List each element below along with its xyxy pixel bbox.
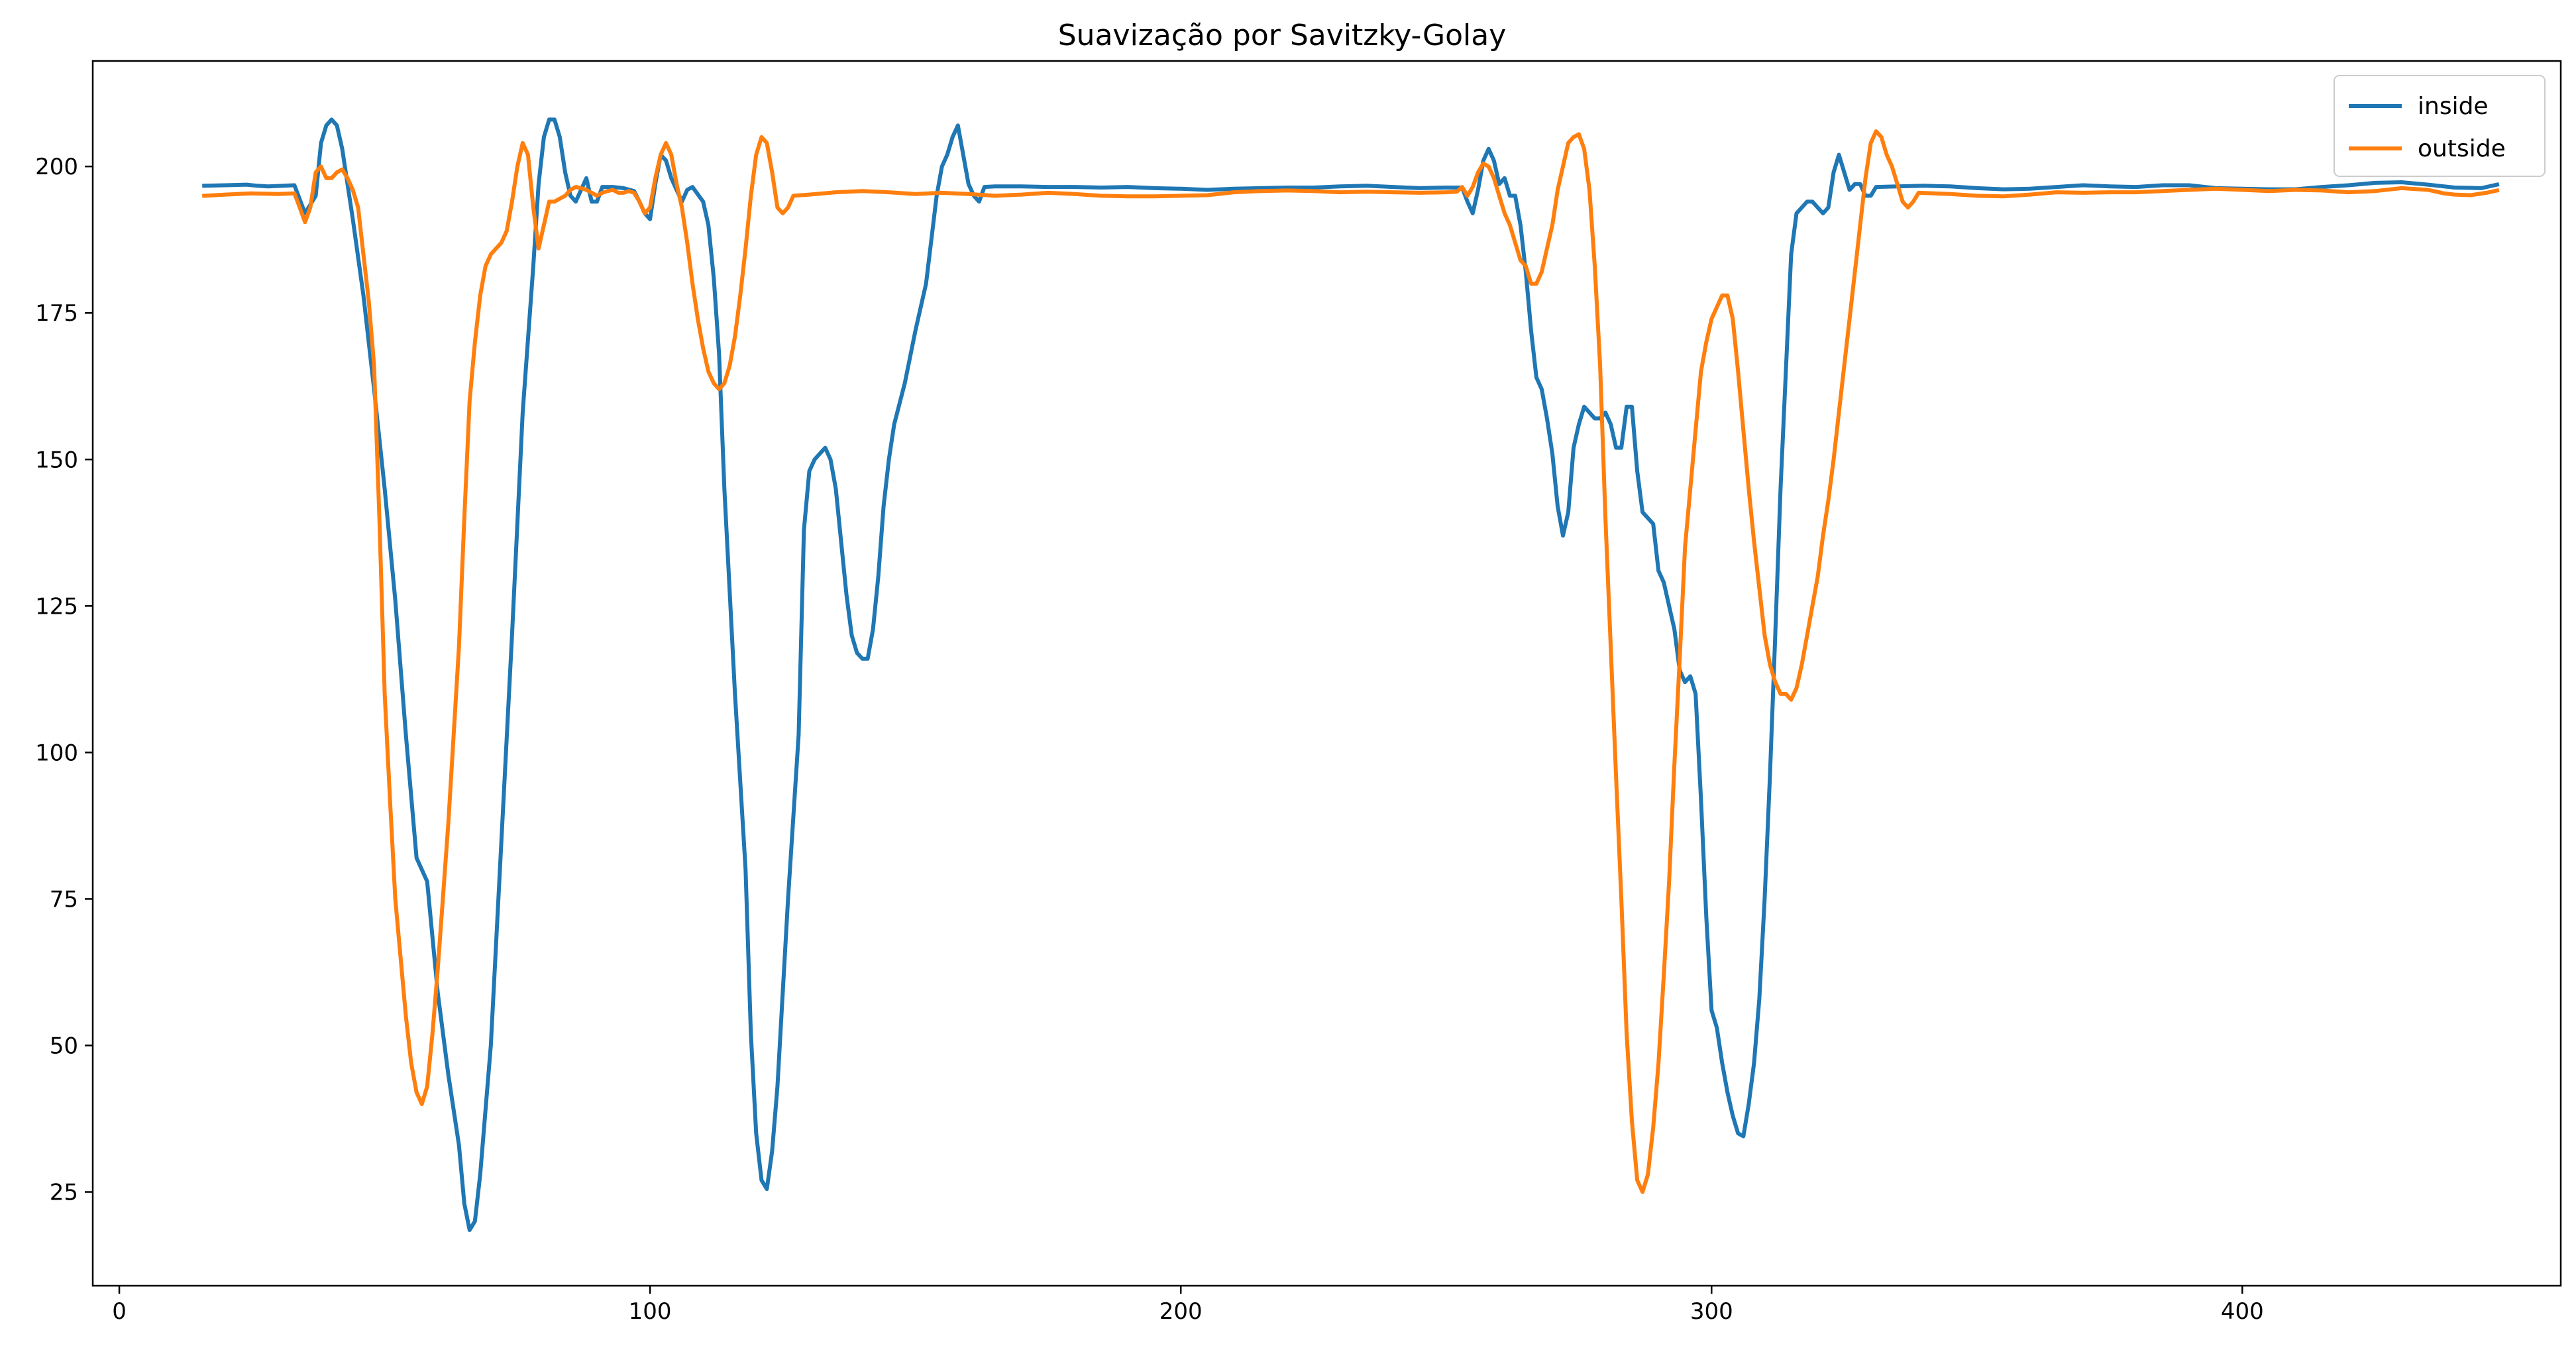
series-layer bbox=[202, 117, 2500, 1232]
y-tick-label: 200 bbox=[35, 154, 78, 180]
ticks-layer: 0 100 200 300 400 25 50 75 100 125 150 175 200 bbox=[35, 154, 2264, 1325]
y-tick-label: 75 bbox=[50, 886, 78, 913]
x-tick-label: 300 bbox=[1690, 1298, 1733, 1325]
x-tick-label: 0 bbox=[112, 1298, 127, 1325]
x-tick-label: 400 bbox=[2221, 1298, 2264, 1325]
plot-frame bbox=[91, 60, 2562, 1287]
x-tick-label: 100 bbox=[629, 1298, 672, 1325]
legend-label-outside: outside bbox=[2418, 135, 2506, 162]
y-tick-label: 50 bbox=[50, 1033, 78, 1059]
legend-box bbox=[2334, 75, 2546, 177]
chart-title: Suavização por Savitzky-Golay bbox=[1058, 19, 1507, 52]
y-tick-label: 150 bbox=[35, 447, 78, 473]
y-tick-label: 25 bbox=[50, 1180, 78, 1206]
legend-label-inside: inside bbox=[2418, 93, 2489, 120]
x-tick-label: 200 bbox=[1159, 1298, 1203, 1325]
y-tick-label: 175 bbox=[35, 300, 78, 327]
legend: inside outside bbox=[2334, 75, 2546, 177]
y-tick-label: 125 bbox=[35, 593, 78, 620]
y-tick-label: 100 bbox=[35, 740, 78, 766]
series-line-outside bbox=[202, 129, 2500, 1194]
series-line-inside bbox=[202, 117, 2500, 1232]
